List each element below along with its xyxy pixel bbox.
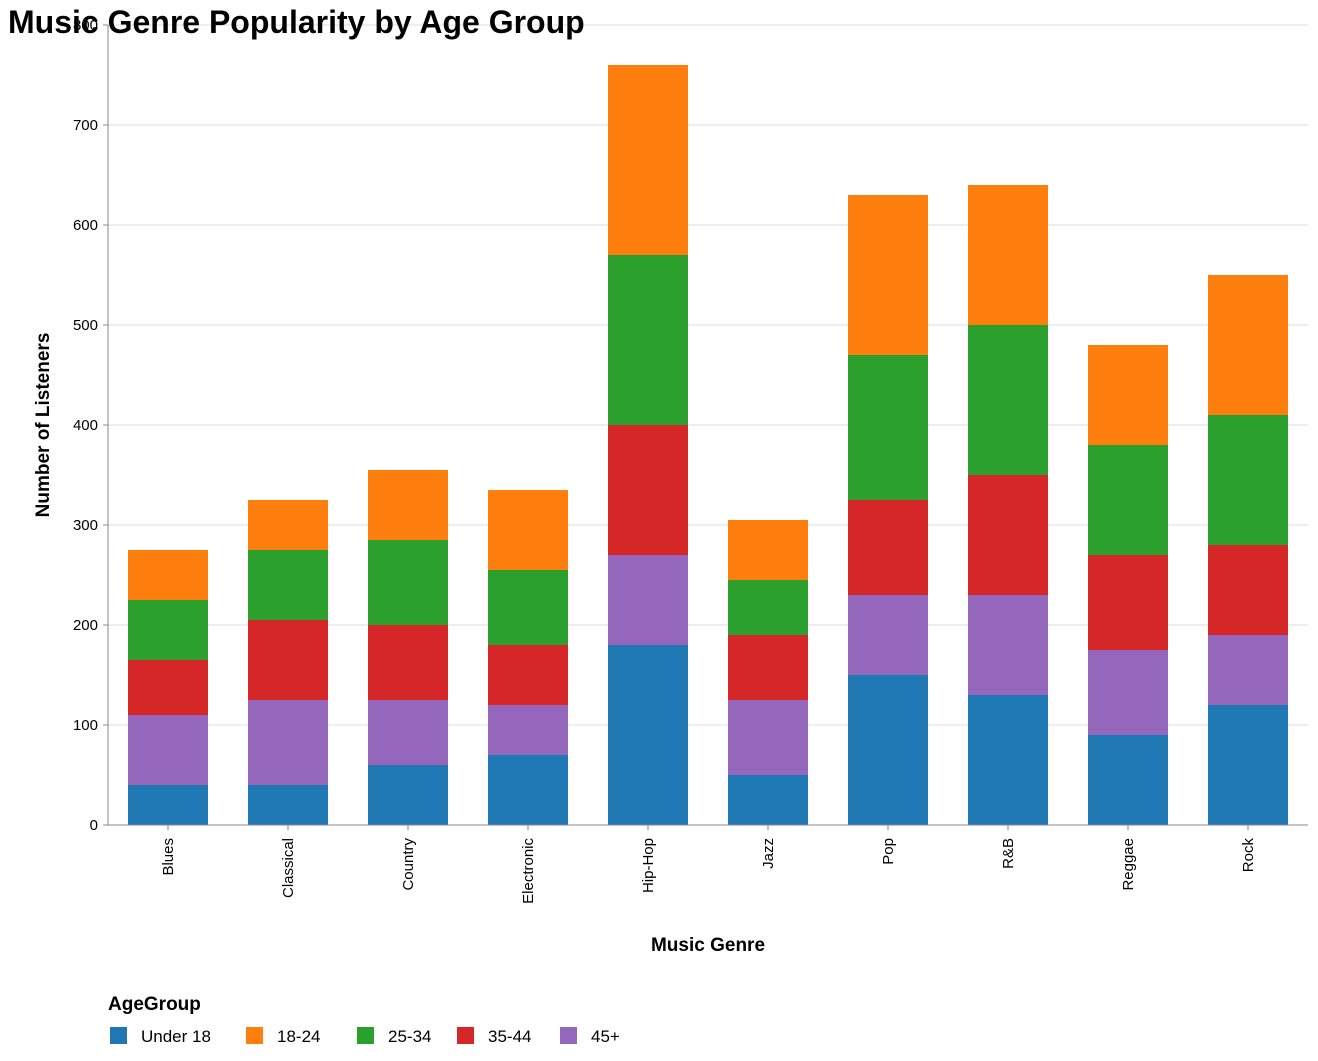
legend-label: 35-44 — [488, 1027, 531, 1046]
bar-segment — [488, 755, 568, 825]
bar-segment — [248, 785, 328, 825]
bar-segment — [1208, 415, 1288, 545]
legend-swatch — [560, 1027, 577, 1044]
y-tick-label: 600 — [73, 217, 98, 234]
bar-segment — [128, 785, 208, 825]
legend-swatch — [357, 1027, 374, 1044]
bar-segment — [728, 635, 808, 700]
x-tick-label: R&B — [1000, 838, 1017, 869]
y-tick-label: 500 — [73, 317, 98, 334]
bar-segment — [128, 600, 208, 660]
x-tick-label: Hip-Hop — [640, 838, 657, 893]
y-tick-label: 100 — [73, 717, 98, 734]
x-tick-label: Country — [400, 838, 417, 891]
bar-segment — [608, 425, 688, 555]
bar-segment — [1088, 735, 1168, 825]
bar-segment — [968, 325, 1048, 475]
bar-segment — [608, 555, 688, 645]
legend-label: Under 18 — [141, 1027, 211, 1046]
x-tick-label: Blues — [160, 838, 177, 876]
x-axis-title: Music Genre — [651, 935, 765, 956]
bar-segment — [608, 645, 688, 825]
x-tick-label: Classical — [280, 838, 297, 898]
legend-label: 25-34 — [388, 1027, 431, 1046]
bar-segment — [848, 595, 928, 675]
bar-segment — [728, 700, 808, 775]
y-tick-label: 0 — [90, 817, 98, 834]
y-tick-label: 800 — [73, 17, 98, 34]
bar-segment — [1088, 445, 1168, 555]
bar-segment — [968, 475, 1048, 595]
x-tick-label: Reggae — [1120, 838, 1137, 891]
legend-swatch — [457, 1027, 474, 1044]
bar-segment — [1208, 705, 1288, 825]
bar-segment — [968, 695, 1048, 825]
bar-segment — [248, 620, 328, 700]
bar-segment — [128, 660, 208, 715]
bar-segment — [248, 700, 328, 785]
bar-segment — [368, 625, 448, 700]
legend-swatch — [246, 1027, 263, 1044]
bar-segment — [488, 645, 568, 705]
y-tick-label: 200 — [73, 617, 98, 634]
x-tick-label: Rock — [1240, 838, 1257, 873]
bar-segment — [368, 470, 448, 540]
bar-segment — [968, 595, 1048, 695]
legend-label: 18-24 — [277, 1027, 320, 1046]
bar-segment — [1208, 545, 1288, 635]
bar-segment — [848, 355, 928, 500]
y-tick-label: 300 — [73, 517, 98, 534]
bar-segment — [728, 775, 808, 825]
bar-segment — [608, 65, 688, 255]
bar-segment — [1208, 275, 1288, 415]
legend-label: 45+ — [591, 1027, 620, 1046]
bar-segment — [128, 550, 208, 600]
bar-segment — [728, 580, 808, 635]
bar-segment — [728, 520, 808, 580]
y-axis-title: Number of Listeners — [33, 333, 54, 518]
bar-segment — [488, 490, 568, 570]
chart-title: Music Genre Popularity by Age Group — [8, 4, 585, 40]
bar-segment — [608, 255, 688, 425]
bar-segment — [488, 570, 568, 645]
bar-segment — [368, 540, 448, 625]
x-tick-label: Electronic — [520, 838, 537, 904]
y-tick-label: 700 — [73, 117, 98, 134]
bar-segment — [1208, 635, 1288, 705]
legend-swatch — [110, 1027, 127, 1044]
bar-segment — [248, 500, 328, 550]
bar-segment — [1088, 345, 1168, 445]
x-tick-label: Pop — [880, 838, 897, 865]
bar-segment — [368, 765, 448, 825]
bar-segment — [848, 675, 928, 825]
bar-segment — [968, 185, 1048, 325]
y-tick-label: 400 — [73, 417, 98, 434]
bar-segment — [848, 500, 928, 595]
bar-segment — [128, 715, 208, 785]
bar-segment — [368, 700, 448, 765]
bar-segment — [1088, 555, 1168, 650]
bar-segment — [248, 550, 328, 620]
bar-segment — [488, 705, 568, 755]
bar-segment — [848, 195, 928, 355]
bar-segment — [1088, 650, 1168, 735]
legend-title: AgeGroup — [108, 994, 201, 1015]
x-tick-label: Jazz — [760, 838, 777, 869]
